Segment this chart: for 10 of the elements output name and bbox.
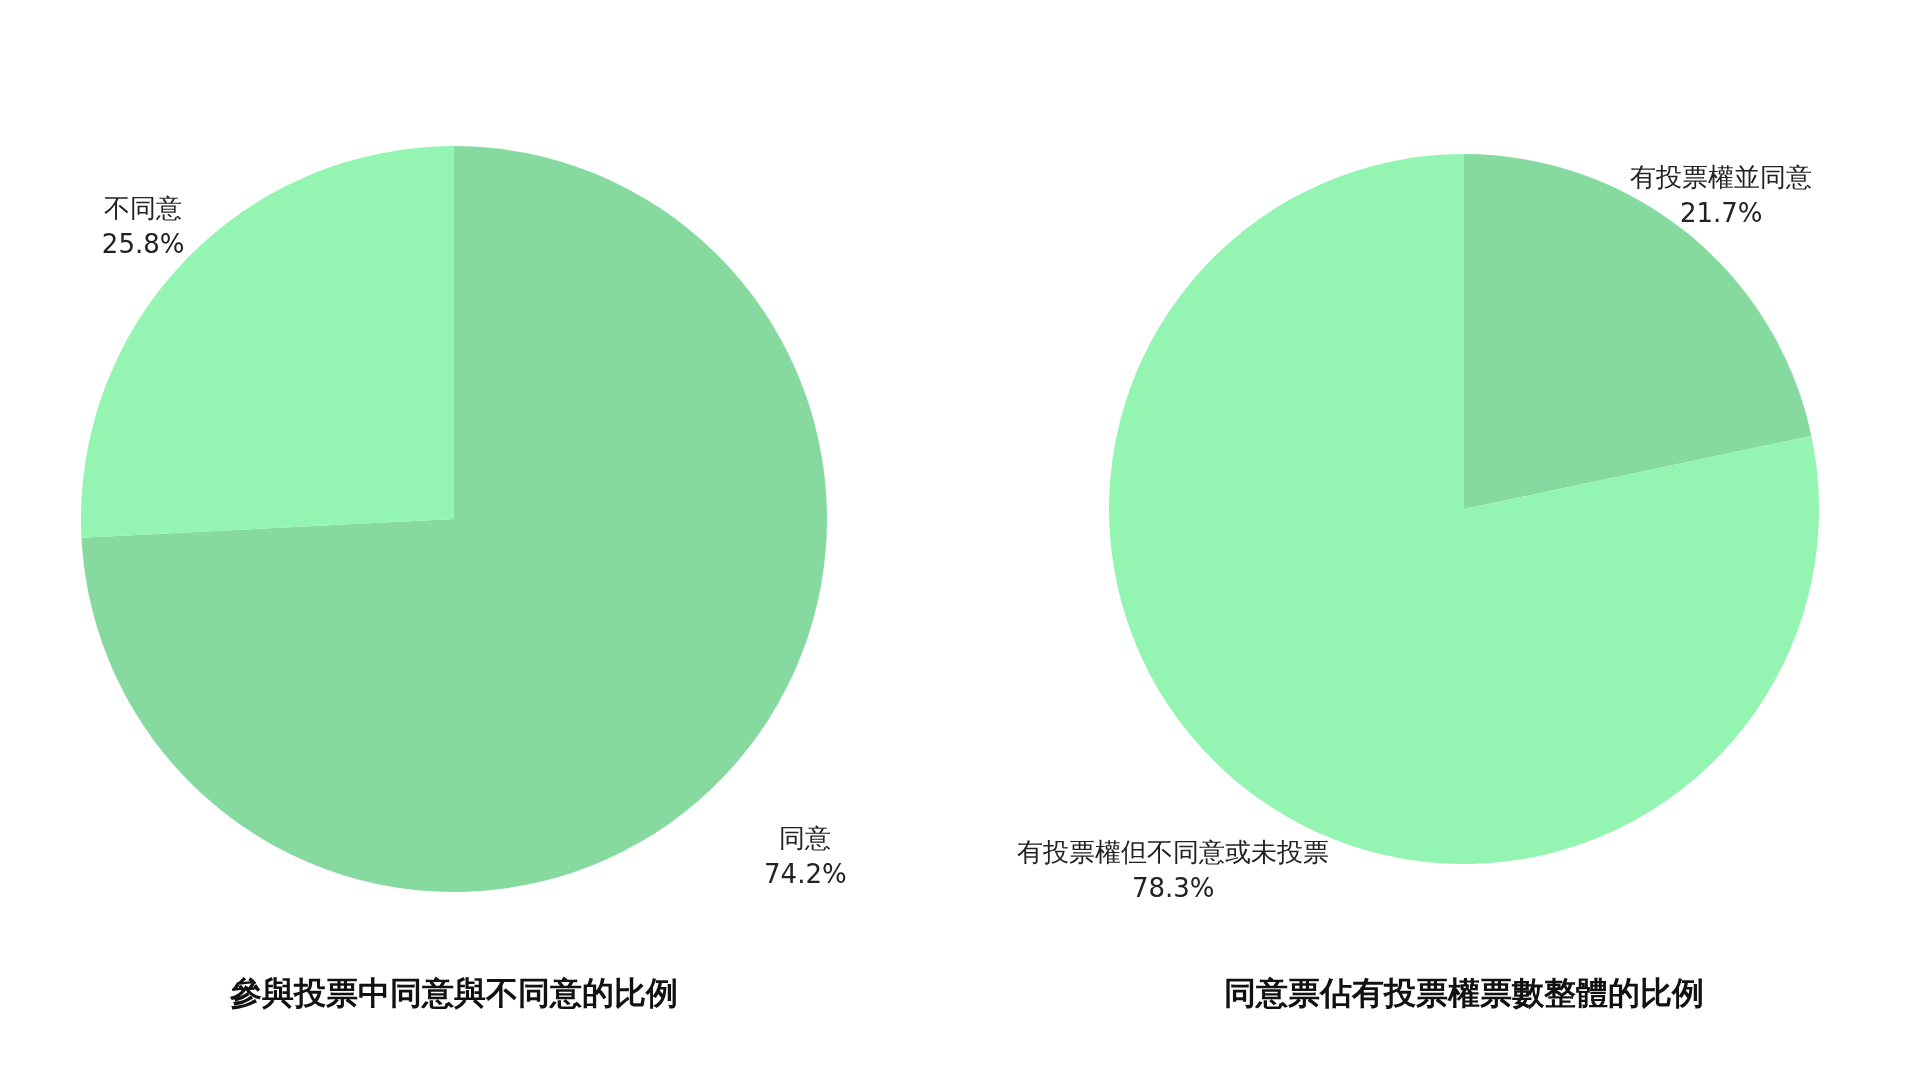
data-label: 78.3% bbox=[1131, 873, 1215, 904]
slice-label: 同意 bbox=[779, 823, 832, 854]
slice-label: 不同意 bbox=[104, 193, 183, 224]
data-label: 25.8% bbox=[101, 229, 185, 260]
data-label: 74.2% bbox=[764, 859, 847, 890]
data-label: 21.7% bbox=[1679, 198, 1763, 228]
slice-label: 有投票權但不同意或未投票 bbox=[1017, 837, 1330, 868]
text: 參與投票中同意與不同意的比例 bbox=[229, 974, 678, 1012]
text: 同意票佔有投票權票數整體的比例 bbox=[1224, 974, 1704, 1012]
slice-label: 有投票權並同意 bbox=[1630, 162, 1813, 192]
